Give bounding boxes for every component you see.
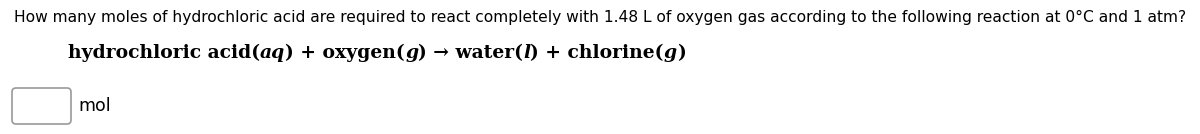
Text: ) → water(: ) → water( — [419, 44, 523, 62]
FancyBboxPatch shape — [12, 88, 71, 124]
Text: mol: mol — [78, 97, 110, 115]
Text: g: g — [406, 44, 419, 62]
Text: ) + chlorine(: ) + chlorine( — [530, 44, 664, 62]
Text: g: g — [664, 44, 677, 62]
Text: ): ) — [677, 44, 685, 62]
Text: aq: aq — [260, 44, 286, 62]
Text: How many moles of hydrochloric acid are required to react completely with 1.48 L: How many moles of hydrochloric acid are … — [14, 10, 1187, 25]
Text: l: l — [523, 44, 530, 62]
Text: hydrochloric acid(: hydrochloric acid( — [68, 44, 260, 62]
Text: ) + oxygen(: ) + oxygen( — [286, 44, 406, 62]
